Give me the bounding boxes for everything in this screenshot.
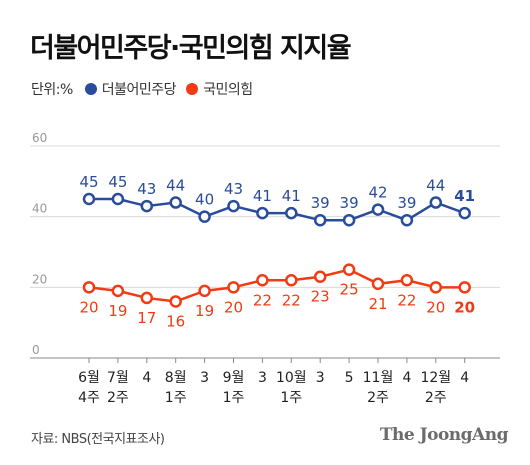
data-label: 19 — [108, 302, 127, 320]
y-tick-label: 60 — [32, 131, 47, 145]
data-label: 45 — [108, 173, 127, 191]
legend-dot-ppp — [186, 83, 199, 95]
data-point — [458, 206, 471, 220]
data-point — [429, 196, 443, 209]
x-tick-label: 12월 — [420, 370, 451, 386]
data-label: 20 — [224, 298, 243, 316]
data-label: 39 — [311, 194, 330, 212]
data-label: 19 — [195, 302, 214, 320]
x-tick-label: 1주 — [280, 390, 302, 406]
data-label: 39 — [397, 194, 416, 212]
data-point — [400, 274, 414, 287]
data-point — [342, 213, 356, 227]
y-tick-label: 0 — [32, 343, 40, 357]
source-note: 자료: NBS(전국지표조사) — [31, 432, 165, 447]
data-label: 43 — [137, 180, 156, 198]
data-label: 40 — [195, 191, 214, 209]
data-point — [256, 274, 269, 287]
data-label: 43 — [224, 180, 243, 198]
legend: 단위:% 더불어민주당 국민의힘 — [31, 79, 263, 99]
data-label: 16 — [166, 312, 185, 330]
x-tick-label: 4 — [142, 370, 151, 386]
x-tick-label: 2주 — [425, 390, 447, 406]
x-tick-label: 1주 — [223, 390, 245, 406]
data-point — [371, 277, 385, 291]
data-label: 42 — [368, 184, 387, 202]
x-tick-label: 2주 — [107, 390, 129, 406]
data-label: 45 — [79, 173, 98, 191]
legend-label-ppp: 국민의힘 — [203, 82, 253, 98]
legend-label-democratic: 더불어민주당 — [101, 82, 177, 98]
data-label: 41 — [454, 187, 475, 205]
x-tick-label: 2주 — [367, 390, 389, 406]
x-tick-label: 8월 — [165, 370, 187, 386]
data-point — [429, 281, 443, 294]
data-point — [285, 274, 298, 287]
data-point — [111, 284, 125, 298]
x-tick-label: 3 — [258, 370, 267, 386]
x-tick-label: 1주 — [165, 390, 187, 406]
data-label: 17 — [137, 309, 156, 327]
x-tick-label: 11월 — [363, 370, 394, 386]
chart-title: 더불어민주당·국민의힘 지지율 — [30, 33, 352, 64]
x-tick-label: 3 — [200, 370, 209, 386]
data-label: 22 — [253, 291, 272, 309]
data-point — [140, 199, 154, 213]
unit-label: 단위:% — [31, 82, 73, 98]
x-tick-label: 9월 — [223, 370, 245, 386]
data-point — [82, 281, 96, 294]
data-point — [371, 203, 385, 216]
x-tick-label: 4 — [460, 370, 469, 386]
data-label: 41 — [253, 187, 272, 205]
data-label: 41 — [282, 187, 301, 205]
data-label: 44 — [426, 177, 445, 195]
x-tick-label: 4 — [402, 370, 411, 386]
data-label: 21 — [368, 295, 387, 313]
y-tick-label: 20 — [32, 272, 47, 286]
x-tick-label: 3 — [316, 370, 325, 386]
data-point — [198, 284, 211, 298]
x-tick-label: 4주 — [78, 390, 100, 406]
data-label: 22 — [397, 291, 416, 309]
data-point — [111, 192, 125, 206]
data-label: 23 — [311, 288, 330, 306]
x-tick-label: 5 — [345, 370, 354, 386]
data-point — [140, 291, 154, 305]
data-label: 44 — [166, 177, 185, 195]
brand-logo: The JoongAng — [379, 425, 509, 445]
data-label: 25 — [340, 281, 359, 299]
data-point — [400, 213, 414, 227]
legend-dot-democratic — [84, 83, 97, 95]
data-point — [256, 206, 269, 220]
data-label: 39 — [340, 194, 359, 212]
data-label: 20 — [454, 298, 475, 316]
x-tick-label: 10월 — [276, 370, 307, 386]
data-point — [313, 213, 327, 227]
data-point — [458, 281, 471, 294]
data-label: 22 — [282, 291, 301, 309]
data-point — [313, 270, 327, 283]
legend-item-ppp: 국민의힘 — [186, 79, 253, 99]
legend-item-democratic: 더불어민주당 — [84, 79, 177, 99]
data-label: 20 — [426, 298, 445, 316]
x-tick-label: 6월 — [78, 370, 100, 386]
data-label: 20 — [79, 298, 98, 316]
data-point — [198, 210, 211, 223]
data-point — [227, 281, 240, 294]
data-point — [169, 295, 182, 308]
data-point — [227, 199, 240, 213]
data-point — [169, 196, 182, 209]
data-point — [82, 192, 96, 206]
x-tick-label: 7월 — [107, 370, 129, 386]
data-point — [285, 206, 298, 220]
y-tick-label: 40 — [32, 202, 47, 216]
data-point — [342, 263, 356, 276]
